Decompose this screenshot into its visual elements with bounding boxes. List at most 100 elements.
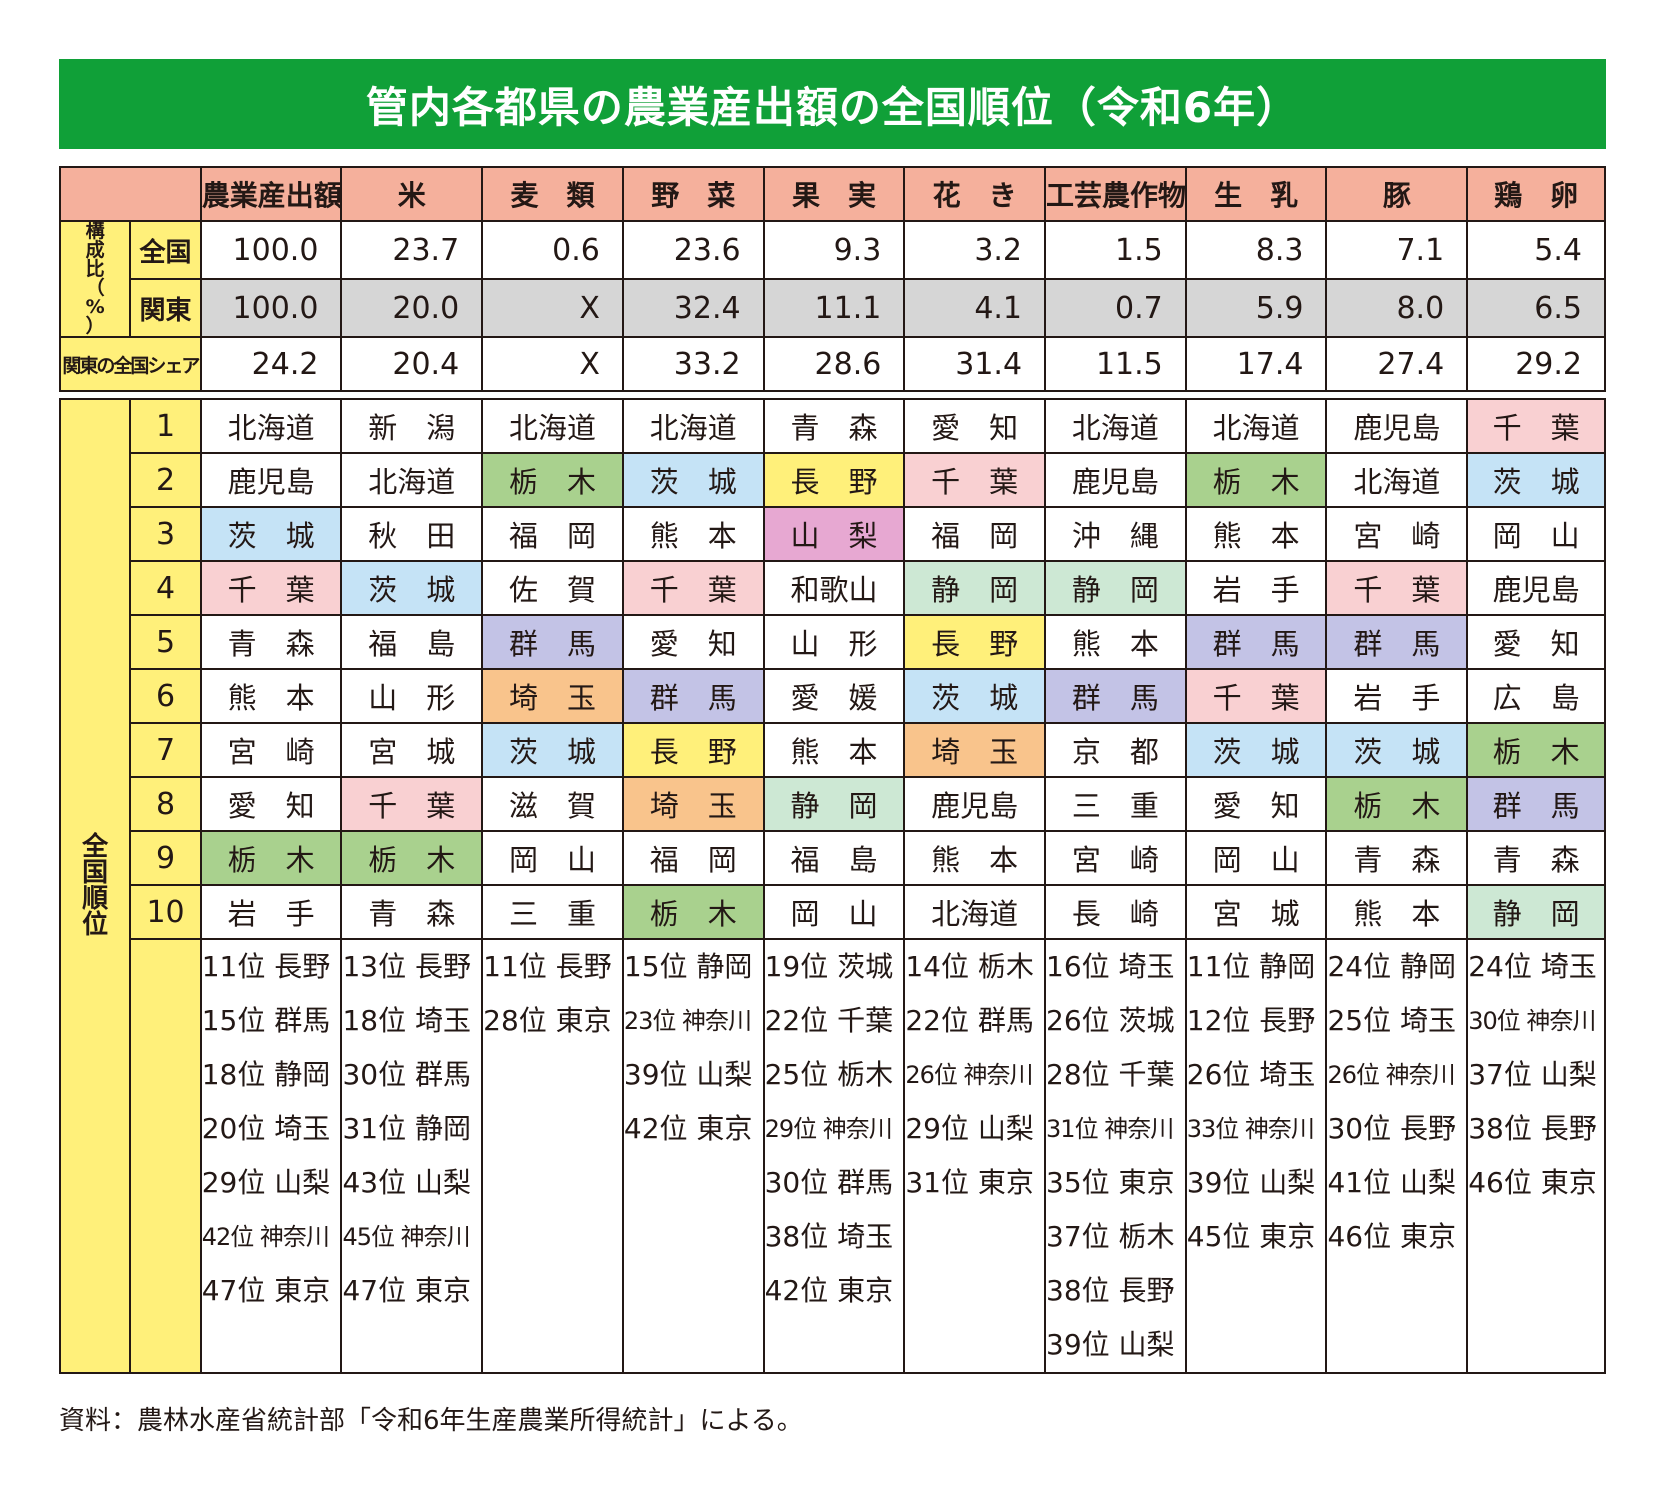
share-value: 20.4 bbox=[340, 336, 484, 392]
prefecture-cell: 宮 崎 bbox=[1325, 506, 1469, 562]
prefecture-cell: 茨 城 bbox=[621, 452, 765, 508]
prefecture-cell: 青 森 bbox=[1325, 830, 1469, 886]
rank-number: 1 bbox=[129, 398, 202, 454]
rank-number: 7 bbox=[129, 722, 202, 778]
prefecture-cell: 熊 本 bbox=[1044, 614, 1187, 670]
prefecture-cell: 滋 賀 bbox=[481, 776, 624, 832]
prefecture-cell: 茨 城 bbox=[1184, 722, 1328, 778]
prefecture-cell: 鹿児島 bbox=[903, 776, 1047, 832]
kanto-label: 関東 bbox=[129, 278, 202, 338]
other-rank-item: 13位 長野 bbox=[342, 950, 471, 983]
prefecture-cell: 千 葉 bbox=[1184, 668, 1328, 724]
column-header: 生 乳 bbox=[1184, 166, 1328, 222]
prefecture-cell: 千 葉 bbox=[1325, 560, 1469, 616]
other-rank-item: 19位 茨城 bbox=[764, 950, 894, 983]
national-value: 8.3 bbox=[1184, 220, 1328, 280]
other-rank-item: 37位 山梨 bbox=[1468, 1058, 1597, 1091]
prefecture-cell: 宮 崎 bbox=[1044, 830, 1187, 886]
prefecture-cell: 静 岡 bbox=[762, 776, 906, 832]
kanto-value: 20.0 bbox=[340, 278, 484, 338]
other-rank-item: 26位 埼玉 bbox=[1186, 1058, 1316, 1091]
prefecture-cell: 群 馬 bbox=[1325, 614, 1469, 670]
other-rank-item: 23位 神奈川 bbox=[623, 1007, 752, 1035]
other-rank-item: 37位 栃木 bbox=[1046, 1220, 1175, 1253]
other-rank-item: 12位 長野 bbox=[1186, 1004, 1316, 1037]
other-rank-item: 39位 山梨 bbox=[623, 1058, 753, 1091]
other-rank-item: 18位 静岡 bbox=[201, 1058, 331, 1091]
prefecture-cell: 岡 山 bbox=[481, 830, 624, 886]
other-rank-item: 47位 東京 bbox=[342, 1274, 471, 1307]
gap-cell bbox=[60, 390, 1605, 400]
prefecture-cell: 北海道 bbox=[903, 884, 1047, 940]
other-rank-item: 11位 長野 bbox=[483, 950, 612, 983]
share-value: 17.4 bbox=[1184, 336, 1328, 392]
other-rank-item: 22位 群馬 bbox=[905, 1004, 1034, 1037]
prefecture-cell: 茨 城 bbox=[1325, 722, 1469, 778]
prefecture-cell: 栃 木 bbox=[621, 884, 765, 940]
prefecture-cell: 秋 田 bbox=[340, 506, 484, 562]
prefecture-cell: 北海道 bbox=[340, 452, 484, 508]
prefecture-cell: 岩 手 bbox=[199, 884, 343, 940]
other-rank-item: 22位 千葉 bbox=[764, 1004, 894, 1037]
rank-row: 全国順位 1 北海道新 潟北海道 北海道青 森愛 知北海道 北海道 鹿児島千 葉 bbox=[58, 398, 1606, 1374]
other-rank-item: 38位 長野 bbox=[1468, 1112, 1597, 1145]
prefecture-cell: 佐 賀 bbox=[481, 560, 624, 616]
other-ranks-row: 11位 長野 15位 群馬 18位 静岡 20位 埼玉 29位 山梨 42位 神奈川 47位… bbox=[60, 938, 1606, 1374]
prefecture-cell: 静 岡 bbox=[903, 560, 1047, 616]
prefecture-cell: 熊 本 bbox=[762, 722, 906, 778]
other-rank-item: 25位 栃木 bbox=[764, 1058, 894, 1091]
other-rank-item: 11位 長野 bbox=[201, 950, 331, 983]
prefecture-cell: 熊 本 bbox=[1325, 884, 1469, 940]
other-rank-item: 15位 静岡 bbox=[623, 950, 753, 983]
rank-number: 9 bbox=[129, 830, 202, 886]
prefecture-cell: 長 野 bbox=[762, 452, 906, 508]
other-rank-item: 39位 山梨 bbox=[1186, 1166, 1316, 1199]
prefecture-cell: 宮 城 bbox=[1184, 884, 1328, 940]
kanto-value: 11.1 bbox=[762, 278, 906, 338]
prefecture-cell: 宮 城 bbox=[340, 722, 484, 778]
prefecture-cell: 北海道 bbox=[199, 398, 343, 454]
other-rank-item: 29位 神奈川 bbox=[764, 1115, 893, 1143]
column-header: 米 bbox=[340, 166, 484, 222]
other-rank-item: 24位 埼玉 bbox=[1468, 950, 1597, 983]
other-rank-item: 26位 茨城 bbox=[1046, 1004, 1175, 1037]
page-title: 管内各都県の農業産出額の全国順位（令和6年） bbox=[59, 59, 1606, 149]
prefecture-cell: 千 葉 bbox=[903, 452, 1047, 508]
other-rank-item: 31位 東京 bbox=[905, 1166, 1034, 1199]
other-rank-item: 31位 神奈川 bbox=[1046, 1115, 1174, 1143]
other-rank-item: 30位 長野 bbox=[1327, 1112, 1456, 1145]
national-row: 構成比（%） 全国 100.0 23.7 0.6 23.6 9.3 3.2 1.5 8.3 7.1 5… bbox=[58, 220, 1606, 338]
other-rank-item: 26位 神奈川 bbox=[1327, 1061, 1455, 1089]
national-value: 23.6 bbox=[621, 220, 765, 280]
other-rank-item: 30位 神奈川 bbox=[1468, 1007, 1596, 1035]
prefecture-cell: 群 馬 bbox=[481, 614, 624, 670]
vertical-label: 全国順位 bbox=[82, 832, 109, 940]
kanto-value: 5.9 bbox=[1184, 278, 1328, 338]
column-header: 花 き bbox=[903, 166, 1047, 222]
prefecture-cell: 北海道 bbox=[621, 398, 765, 454]
rank-number: 3 bbox=[129, 506, 202, 562]
prefecture-cell: 和歌山 bbox=[762, 560, 906, 616]
prefecture-cell: 千 葉 bbox=[199, 560, 343, 616]
other-rank-item: 35位 東京 bbox=[1046, 1166, 1175, 1199]
prefecture-cell: 愛 知 bbox=[903, 398, 1047, 454]
column-header: 豚 bbox=[1325, 166, 1469, 222]
kanto-value: 100.0 bbox=[199, 278, 343, 338]
kanto-value: 8.0 bbox=[1325, 278, 1469, 338]
rank-number: 6 bbox=[129, 668, 202, 724]
prefecture-cell: 沖 縄 bbox=[1044, 506, 1187, 562]
prefecture-cell: 鹿児島 bbox=[199, 452, 343, 508]
rank-row: 10 岩 手青 森三 重栃 木岡 山北海道長 崎宮 城熊 本静 岡 bbox=[60, 884, 1606, 940]
national-label: 全国 bbox=[129, 220, 202, 280]
other-rank-item: 14位 栃木 bbox=[905, 950, 1034, 983]
prefecture-cell: 熊 本 bbox=[199, 668, 343, 724]
prefecture-cell: 愛 知 bbox=[1466, 614, 1606, 670]
prefecture-cell: 広 島 bbox=[1466, 668, 1606, 724]
prefecture-cell: 北海道 bbox=[1325, 452, 1469, 508]
prefecture-cell: 福 岡 bbox=[481, 506, 624, 562]
prefecture-cell: 静 岡 bbox=[1044, 560, 1187, 616]
prefecture-cell: 岡 山 bbox=[762, 884, 906, 940]
